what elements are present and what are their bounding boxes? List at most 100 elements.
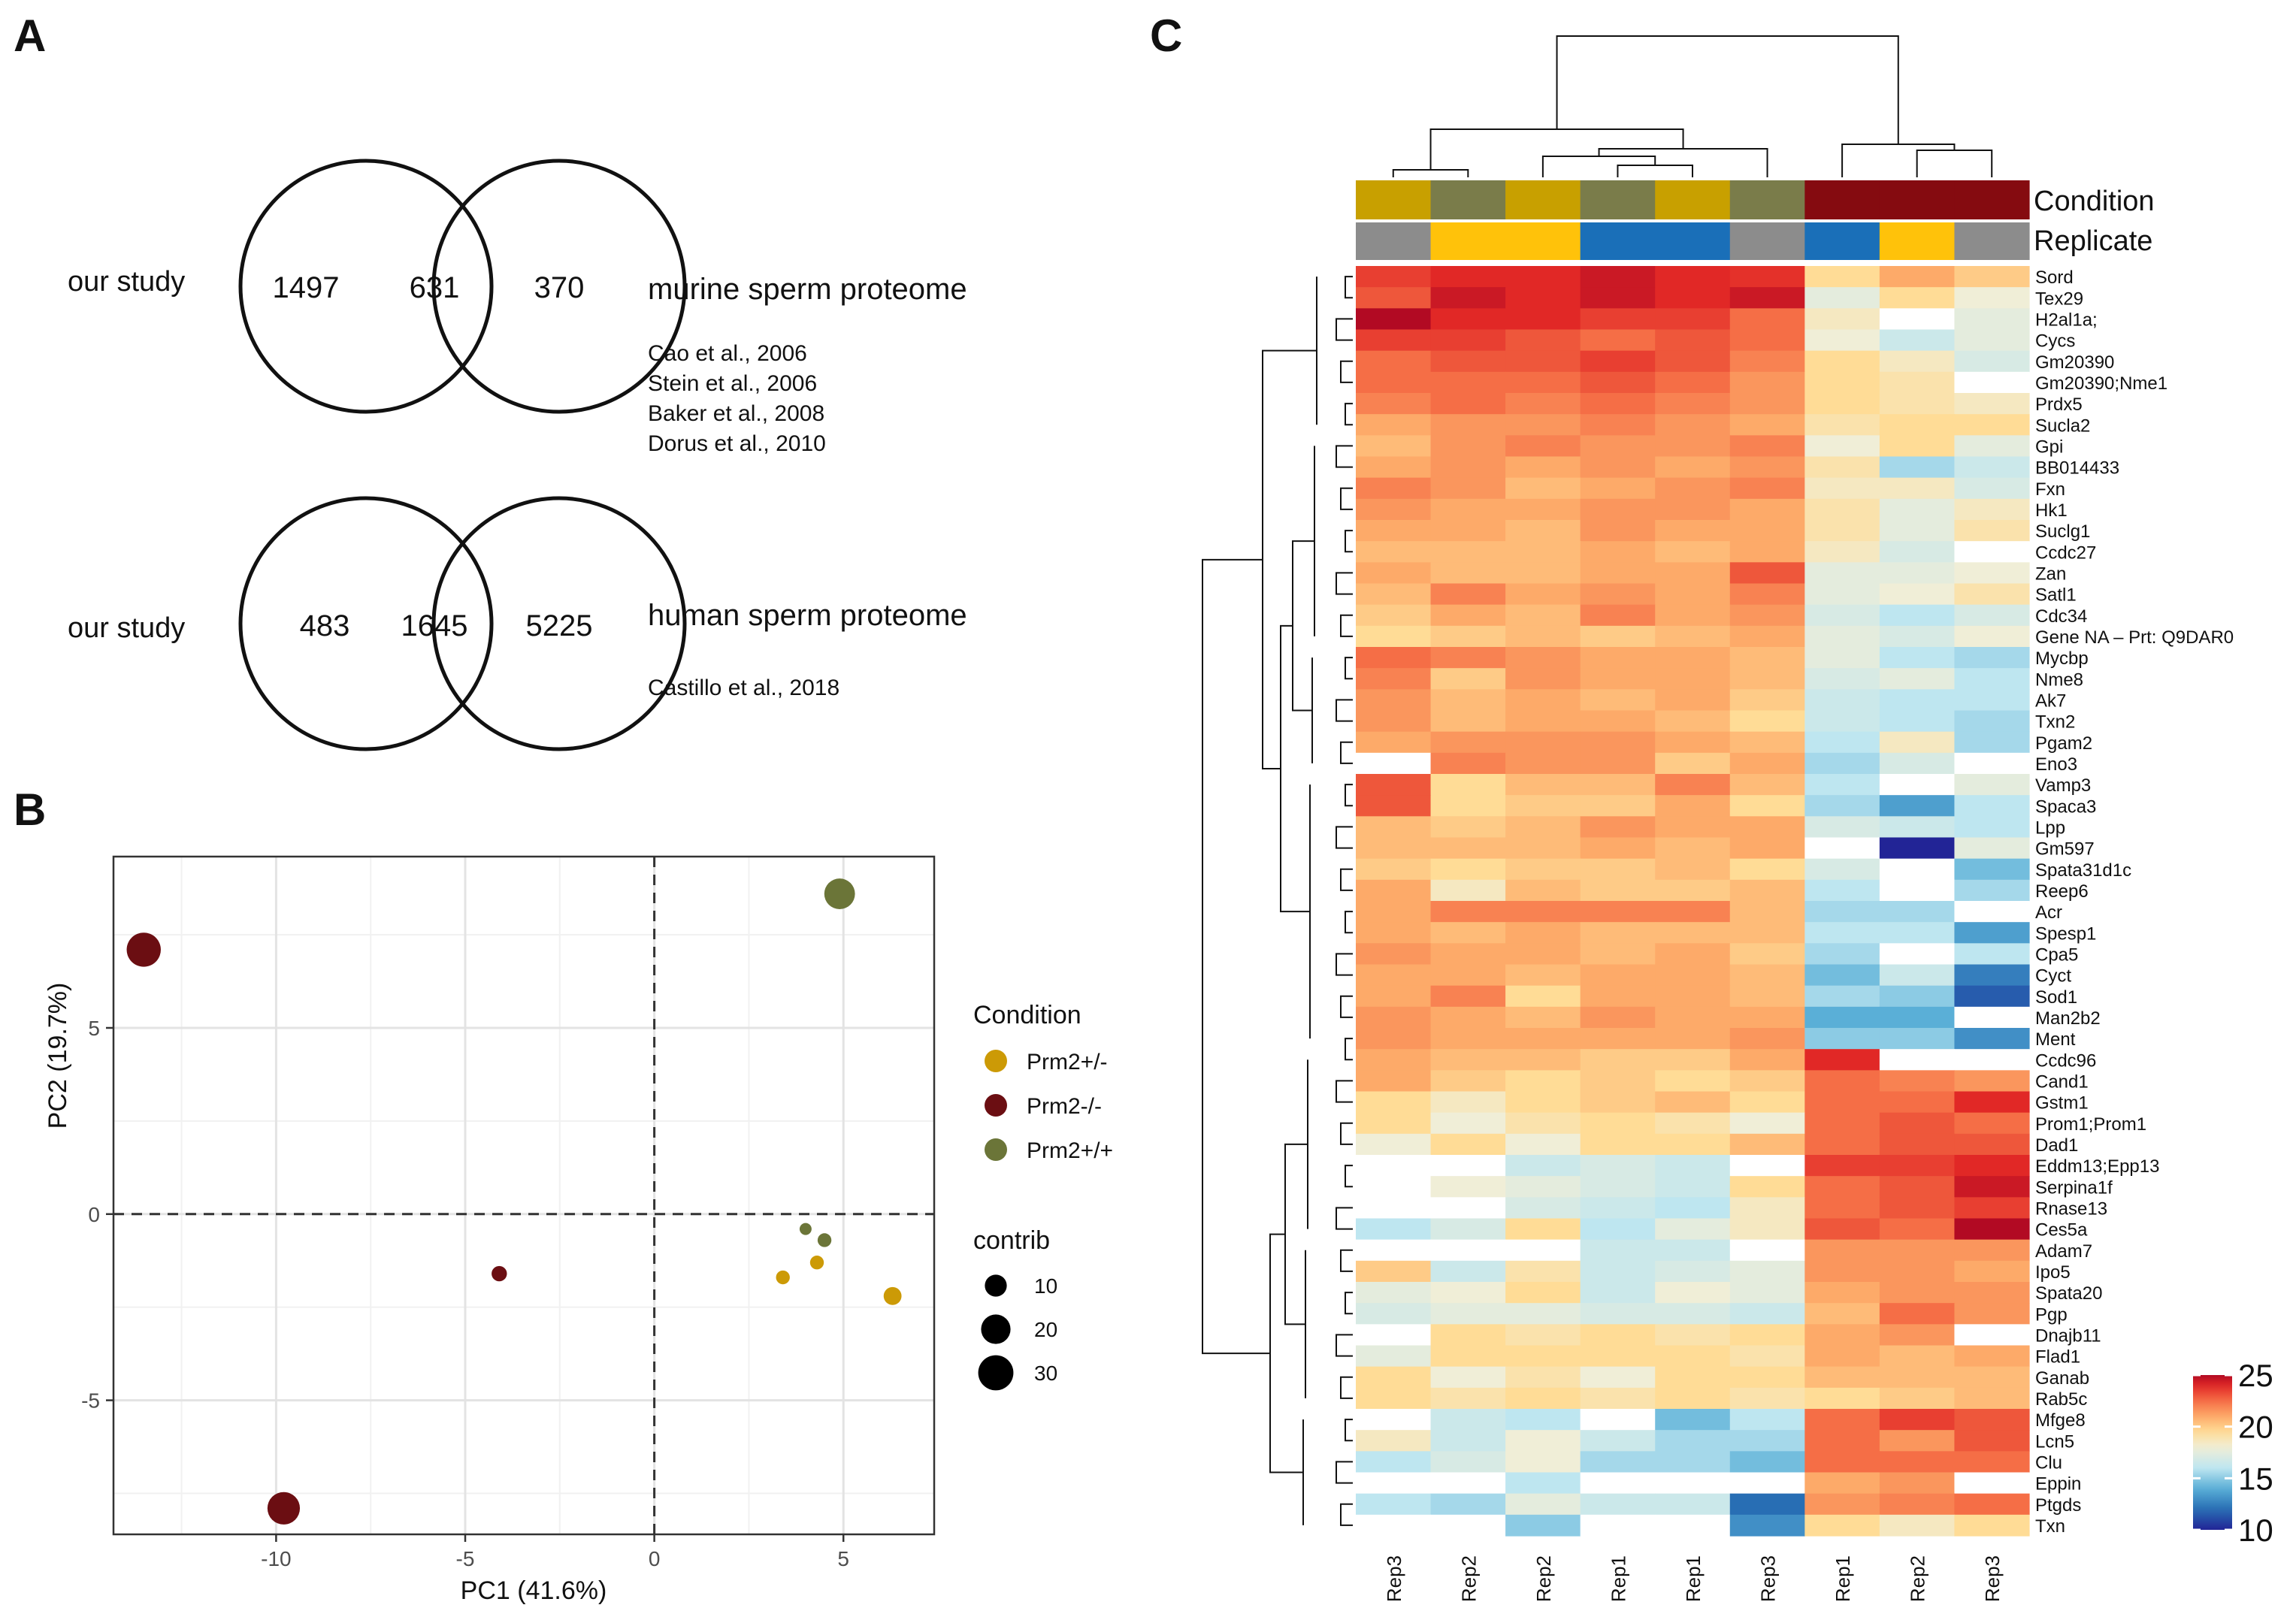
heatmap-cell bbox=[1879, 668, 1956, 690]
heatmap-cell bbox=[1729, 350, 1805, 373]
heatmap-cell bbox=[1804, 604, 1880, 627]
heatmap-cell bbox=[1430, 520, 1506, 542]
heatmap-cell bbox=[1954, 901, 2030, 923]
heatmap-cell bbox=[1356, 1091, 1432, 1114]
heatmap-cell bbox=[1804, 1366, 1880, 1389]
row-label: Cand1 bbox=[2035, 1071, 2089, 1092]
heatmap-cell bbox=[1505, 1514, 1581, 1537]
heatmap-cell bbox=[1954, 752, 2030, 775]
data-point bbox=[817, 1233, 832, 1247]
heatmap-cell bbox=[1580, 1493, 1656, 1516]
venn1-ref: Cao et al., 2006 bbox=[648, 341, 807, 366]
heatmap-cell bbox=[1879, 1451, 1956, 1473]
row-label: Lcn5 bbox=[2035, 1431, 2074, 1452]
heatmap-cell bbox=[1804, 1218, 1880, 1241]
data-point bbox=[824, 878, 855, 909]
heatmap-cell bbox=[1356, 1070, 1432, 1093]
heatmap-cell bbox=[1954, 393, 2030, 415]
heatmap-cell bbox=[1505, 710, 1581, 733]
legend-label: Prm2+/- bbox=[1027, 1050, 1108, 1074]
plot-border bbox=[112, 855, 936, 1536]
heatmap-cell bbox=[1879, 266, 1956, 288]
heatmap-cell bbox=[1580, 1282, 1656, 1304]
row-dendrogram-branch bbox=[1340, 995, 1353, 1018]
panel-label-b: B bbox=[14, 784, 46, 835]
heatmap-cell bbox=[1356, 731, 1432, 754]
heatmap-cell bbox=[1954, 1282, 2030, 1304]
heatmap-cell bbox=[1954, 985, 2030, 1008]
color-scale-label: 25 bbox=[2238, 1358, 2273, 1393]
row-label: Lpp bbox=[2035, 818, 2065, 838]
heatmap-cell bbox=[1356, 1239, 1432, 1262]
row-label: Ccdc96 bbox=[2035, 1050, 2096, 1071]
heatmap-cell bbox=[1505, 435, 1581, 458]
heatmap-cell bbox=[1505, 1260, 1581, 1283]
row-label: Cycs bbox=[2035, 331, 2075, 352]
heatmap-cell bbox=[1804, 1345, 1880, 1368]
heatmap-cell bbox=[1430, 1345, 1506, 1368]
row-label: Sord bbox=[2035, 267, 2074, 288]
heatmap-cell bbox=[1655, 858, 1731, 881]
row-dendrogram-branch bbox=[1336, 1207, 1353, 1230]
heatmap-cell bbox=[1505, 1006, 1581, 1029]
heatmap-cell bbox=[1879, 1430, 1956, 1452]
heatmap-cell bbox=[1505, 1155, 1581, 1177]
heatmap-cell bbox=[1356, 710, 1432, 733]
heatmap-cell bbox=[1729, 816, 1805, 839]
heatmap-cell bbox=[1879, 1176, 1956, 1198]
heatmap-cell bbox=[1655, 943, 1731, 966]
heatmap-cell bbox=[1505, 1324, 1581, 1346]
heatmap-cell bbox=[1655, 774, 1731, 796]
heatmap-cell bbox=[1804, 1028, 1880, 1050]
row-label: Gm20390;Nme1 bbox=[2035, 373, 2167, 394]
heatmap-cell bbox=[1356, 1387, 1432, 1410]
heatmap-cell bbox=[1954, 1070, 2030, 1093]
x-tick-label: -10 bbox=[261, 1547, 291, 1570]
heatmap-cell bbox=[1430, 456, 1506, 479]
heatmap-cell bbox=[1655, 1387, 1731, 1410]
heatmap-cell bbox=[1655, 393, 1731, 415]
heatmap-cell bbox=[1729, 266, 1805, 288]
heatmap-cell bbox=[1505, 774, 1581, 796]
heatmap-cell bbox=[1729, 774, 1805, 796]
row-label: Pgp bbox=[2035, 1304, 2068, 1325]
heatmap-cell bbox=[1580, 1514, 1656, 1537]
heatmap-cell bbox=[1729, 731, 1805, 754]
heatmap-cell bbox=[1954, 287, 2030, 309]
heatmap-cell bbox=[1655, 371, 1731, 394]
heatmap-cell bbox=[1655, 1366, 1731, 1389]
heatmap-cell bbox=[1804, 668, 1880, 690]
heatmap-cell bbox=[1580, 456, 1656, 479]
heatmap-cell bbox=[1729, 1155, 1805, 1177]
heatmap-cell bbox=[1729, 1282, 1805, 1304]
column-dendrogram-branch bbox=[1598, 148, 1768, 177]
heatmap-cell bbox=[1879, 1303, 1956, 1325]
heatmap-cell bbox=[1505, 350, 1581, 373]
row-label: Ganab bbox=[2035, 1368, 2089, 1389]
row-label: Mycbp bbox=[2035, 648, 2089, 669]
heatmap-cell bbox=[1954, 1197, 2030, 1220]
heatmap-cell bbox=[1804, 1006, 1880, 1029]
legend-swatch bbox=[985, 1138, 1007, 1161]
heatmap-cell bbox=[1729, 393, 1805, 415]
heatmap-cell bbox=[1729, 858, 1805, 881]
column-dendrogram-branch bbox=[1556, 35, 1899, 144]
heatmap-cell bbox=[1729, 1070, 1805, 1093]
row-dendrogram-branch bbox=[1345, 403, 1353, 426]
heatmap-cell bbox=[1879, 583, 1956, 606]
heatmap-cell bbox=[1954, 774, 2030, 796]
heatmap-cell bbox=[1430, 964, 1506, 987]
legend-swatch bbox=[985, 1094, 1007, 1117]
row-label: Pgam2 bbox=[2035, 733, 2092, 754]
row-label: Spaca3 bbox=[2035, 796, 2096, 817]
heatmap-cell bbox=[1356, 1155, 1432, 1177]
venn2-right-label: human sperm proteome bbox=[648, 599, 967, 632]
heatmap-cell bbox=[1655, 308, 1731, 331]
row-label: Ces5a bbox=[2035, 1220, 2088, 1241]
color-scale-label: 15 bbox=[2238, 1461, 2273, 1496]
heatmap-cell bbox=[1729, 985, 1805, 1008]
heatmap-cell bbox=[1655, 1197, 1731, 1220]
heatmap-cell bbox=[1954, 1472, 2030, 1495]
row-label: Spata20 bbox=[2035, 1283, 2102, 1304]
heatmap-cell bbox=[1505, 901, 1581, 923]
